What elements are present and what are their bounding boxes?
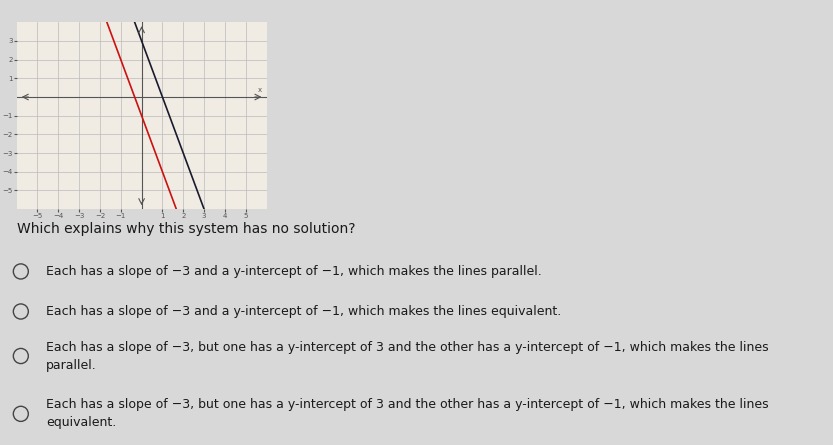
Text: Each has a slope of −3, but one has a y-intercept of 3 and the other has a y-int: Each has a slope of −3, but one has a y-… (46, 398, 768, 429)
Text: Each has a slope of −3 and a y-intercept of −1, which makes the lines parallel.: Each has a slope of −3 and a y-intercept… (46, 265, 541, 278)
Text: Each has a slope of −3 and a y-intercept of −1, which makes the lines equivalent: Each has a slope of −3 and a y-intercept… (46, 305, 561, 318)
Text: x: x (258, 87, 262, 93)
Text: Which explains why this system has no solution?: Which explains why this system has no so… (17, 222, 355, 236)
Text: Each has a slope of −3, but one has a y-intercept of 3 and the other has a y-int: Each has a slope of −3, but one has a y-… (46, 340, 768, 372)
